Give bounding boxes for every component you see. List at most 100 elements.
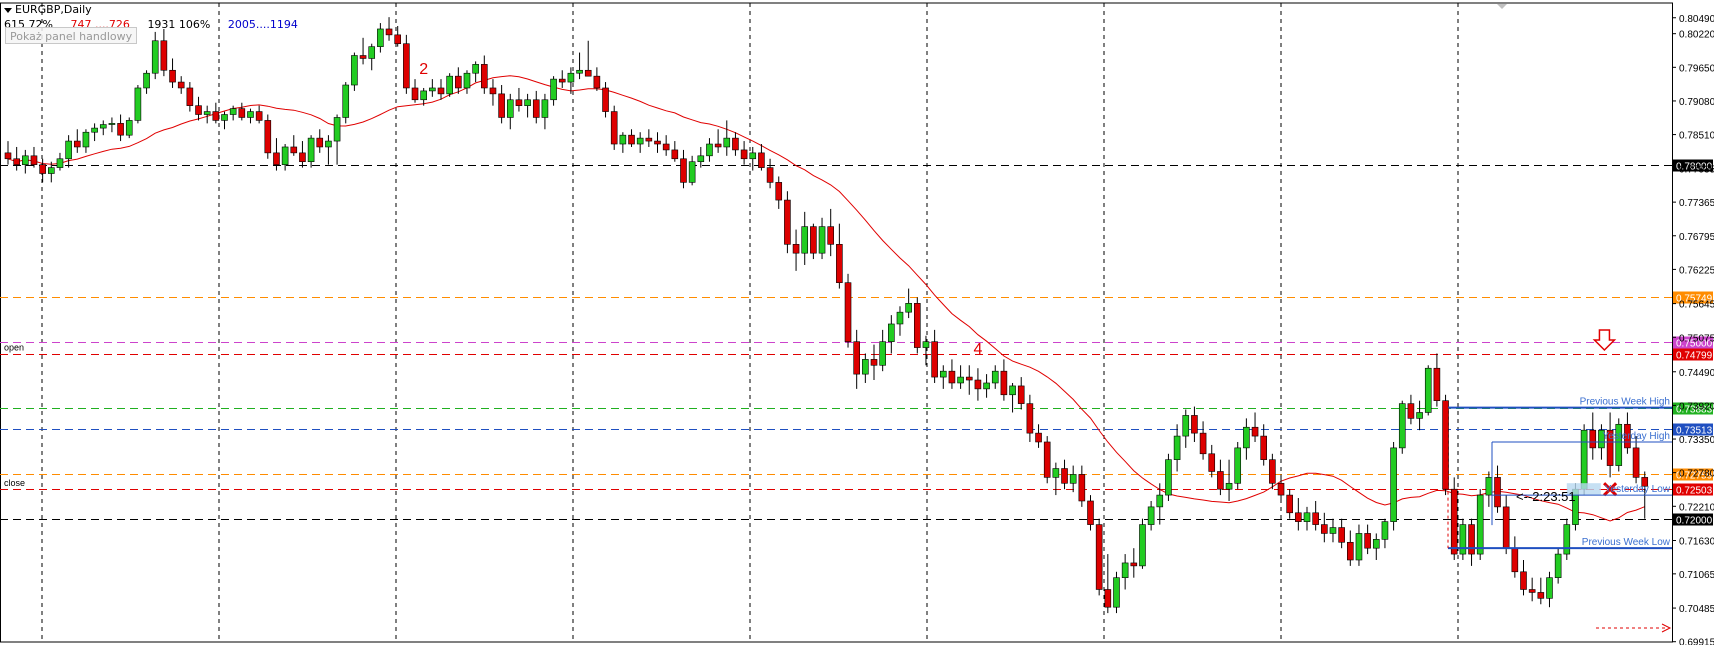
candle-bull [1381, 521, 1389, 540]
candle-bear [1624, 423, 1631, 449]
candle-bull [550, 78, 557, 101]
candle-bear [1130, 562, 1138, 567]
candle-bear [740, 149, 748, 160]
candle-bear [177, 81, 185, 89]
candle-bear [1364, 533, 1371, 549]
price-level-tag-text: 0.73513 [1676, 426, 1713, 437]
candle-bear [480, 64, 488, 89]
candle-bull [203, 111, 211, 115]
price-level-tag-text: 0.72759 [1676, 471, 1713, 482]
candle-bull [1139, 524, 1146, 567]
candle-bull [22, 155, 29, 165]
candle-bull [1390, 447, 1397, 522]
candle-bull [939, 370, 947, 378]
candle-bull [281, 146, 289, 165]
candle-bull [801, 226, 809, 254]
candle-bull [125, 120, 133, 136]
y-tick-label: 0.75645 [1679, 300, 1714, 311]
candle-bear [810, 226, 817, 254]
candle-bull [221, 114, 228, 121]
candle-bull [1372, 539, 1380, 549]
candle-bull [1147, 506, 1155, 525]
candle-bear [411, 87, 419, 101]
candle-bear [558, 78, 566, 83]
candle-bear [1017, 385, 1025, 404]
candle-bear [238, 108, 246, 118]
candle-bear [974, 379, 982, 390]
price-level-tag-text: 0.72503 [1676, 486, 1713, 497]
candle-bear [1208, 453, 1216, 472]
trade-panel-button[interactable]: Pokaż panel handlowy [5, 27, 137, 44]
price-level-tag-text: 0.72000 [1676, 516, 1713, 527]
candle-bear [1026, 403, 1034, 434]
countdown-label: <--2:23:51 [1516, 489, 1576, 504]
candle-bull [472, 64, 479, 74]
ma-line [7, 75, 1645, 522]
candles [4, 17, 1649, 614]
candle-bull [1485, 477, 1493, 496]
candle-bear [680, 158, 687, 183]
candle-bear [1260, 435, 1267, 460]
dropdown-triangle-icon[interactable] [4, 7, 12, 13]
candle-bull [905, 303, 912, 313]
candle-bull [957, 376, 964, 384]
candle-bear [827, 226, 835, 245]
candle-bear [1061, 468, 1068, 484]
candle-bull [1303, 512, 1311, 522]
candle-bull [463, 72, 471, 89]
candle-bear [169, 69, 176, 83]
price-level-tag [1673, 348, 1713, 361]
candle-bull [446, 75, 453, 95]
y-tick-label: 0.71630 [1679, 537, 1714, 548]
candle-bear [1199, 432, 1207, 455]
y-tick-label: 0.76795 [1679, 232, 1714, 243]
candle-bear [844, 282, 852, 342]
candle-bear [948, 370, 956, 384]
candle-bear [1104, 589, 1112, 608]
candle-bear [1606, 429, 1614, 466]
candle-bull [1398, 403, 1406, 449]
close-x-icon [1603, 482, 1618, 497]
prev-week-high-label: Previous Week High [1580, 397, 1670, 408]
price-level-tag [1673, 402, 1713, 415]
plot-frame [0, 2, 1673, 643]
candle-bull [91, 127, 98, 133]
candle-bear [264, 120, 272, 154]
candle-bear [1407, 403, 1415, 419]
candle-bull [65, 140, 72, 160]
candle-bull [697, 155, 705, 163]
candle-bear [1191, 415, 1198, 434]
candle-bear [385, 28, 393, 36]
candle-bull [151, 40, 159, 74]
candle-bear [394, 34, 402, 45]
y-tick-label: 0.79080 [1679, 97, 1714, 108]
y-tick-label: 0.74490 [1679, 368, 1714, 379]
candle-bear [1295, 512, 1302, 522]
candle-bull [1355, 533, 1363, 561]
period-separators [0, 2, 1673, 643]
y-tick-label: 0.79650 [1679, 63, 1714, 74]
candle-bear [30, 155, 38, 165]
wave-label: 4 [973, 341, 982, 358]
candle-bull [706, 143, 713, 157]
candle-bull [82, 131, 90, 148]
candle-bull [1121, 562, 1129, 578]
candle-bull [368, 46, 376, 59]
candle-bull [896, 311, 904, 325]
candle-bear [836, 244, 843, 283]
candle-bull [1225, 482, 1233, 490]
candle-bull [1009, 385, 1016, 396]
y-tick-label: 0.71065 [1679, 570, 1714, 581]
candle-bear [1269, 459, 1276, 484]
candle-bull [420, 90, 427, 101]
candle-bear [853, 341, 860, 375]
candle-bear [1589, 429, 1597, 449]
candle-bear [654, 140, 661, 145]
candle-bear [610, 111, 618, 145]
yesterday-high-label: Yesterday High [1603, 431, 1670, 442]
y-tick-label: 0.80490 [1679, 14, 1714, 25]
candle-bull [351, 55, 358, 86]
price-level-tag [1673, 291, 1713, 304]
candle-bear [913, 303, 921, 348]
candle-bear [662, 143, 670, 151]
